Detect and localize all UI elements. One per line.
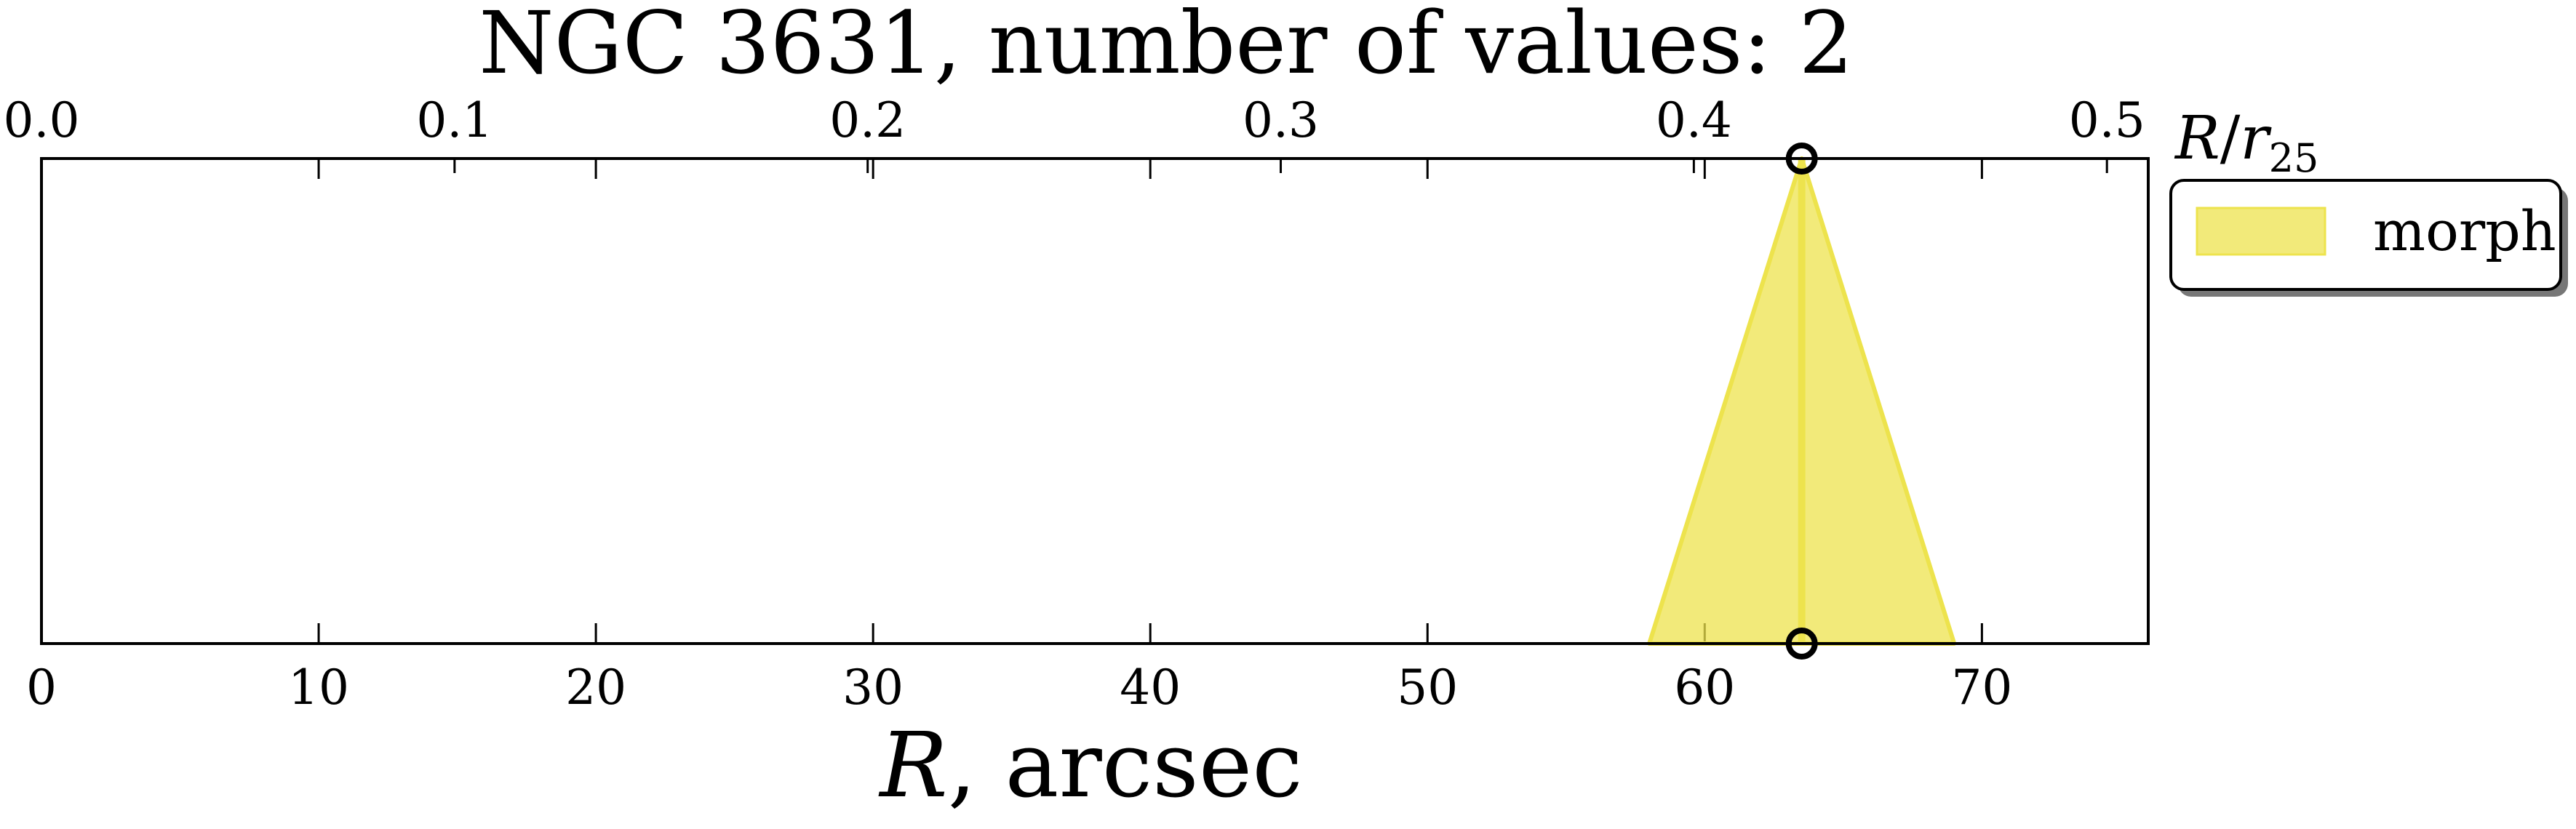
x-axis-label: R, arcsec [878, 713, 1302, 818]
top-tick-label-0.0: 0.0 [4, 92, 80, 148]
legend-label-morph: morph [2373, 199, 2556, 263]
legend: morph [2169, 179, 2568, 297]
legend-swatch-morph [2196, 207, 2326, 256]
top-tick-label-0.4: 0.4 [1656, 92, 1732, 148]
top-axis-label: R/r25 [2174, 104, 2318, 181]
top-axis-label-R: R [2174, 104, 2220, 173]
x-axis-label-symbol: R [878, 713, 947, 818]
x-axis-label-unit: , arcsec [948, 713, 1303, 818]
bottom-axis-ticks: 0 10 20 30 40 50 60 70 [26, 159, 2012, 716]
top-tick-label-0.1: 0.1 [416, 92, 493, 148]
bottom-tick-label-70: 70 [1951, 660, 2012, 716]
bottom-tick-label-50: 50 [1397, 660, 1458, 716]
chart-title: NGC 3631, number of values: 2 [479, 0, 1854, 93]
top-axis-label-r: r [2240, 104, 2272, 173]
top-tick-label-0.2: 0.2 [829, 92, 906, 148]
top-axis-ticks: 0.0 0.1 0.2 0.3 0.4 0.5 [4, 92, 2145, 173]
bottom-tick-label-0: 0 [26, 660, 57, 716]
top-axis-label-subscript: 25 [2269, 135, 2319, 181]
bottom-tick-label-20: 20 [565, 660, 626, 716]
plot-frame [40, 157, 2150, 645]
bottom-tick-label-40: 40 [1120, 660, 1181, 716]
plot-area [1647, 143, 1957, 660]
top-tick-label-0.3: 0.3 [1243, 92, 1319, 148]
bottom-tick-label-30: 30 [842, 660, 904, 716]
bottom-tick-label-60: 60 [1674, 660, 1735, 716]
bottom-tick-label-10: 10 [288, 660, 349, 716]
top-tick-label-0.5: 0.5 [2069, 92, 2145, 148]
top-axis-label-slash: / [2220, 104, 2241, 173]
